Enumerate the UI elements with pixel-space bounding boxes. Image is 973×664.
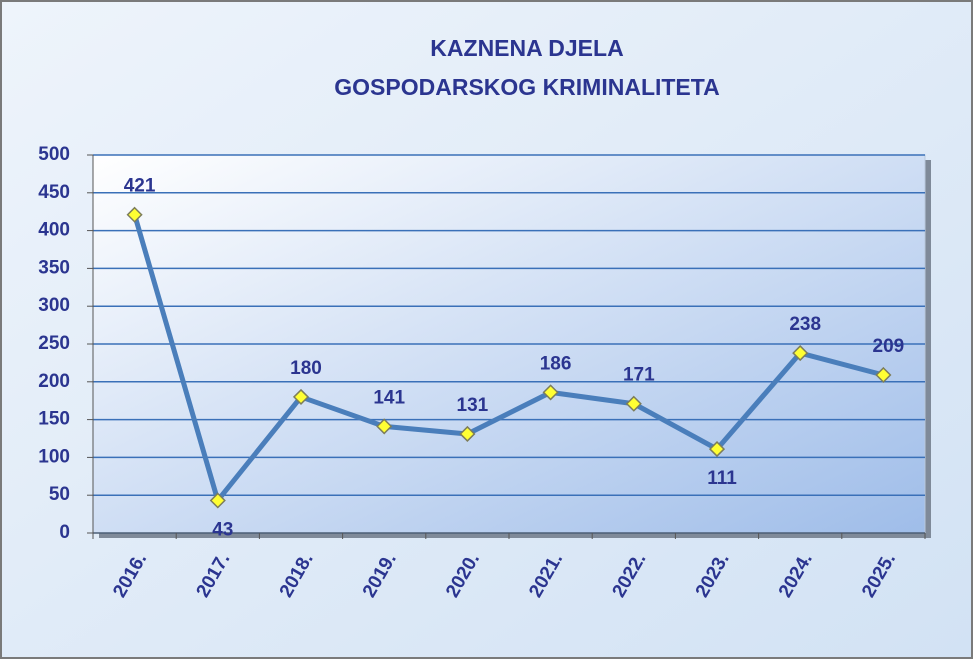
marker (542, 384, 559, 401)
line (132, 214, 885, 503)
marker (126, 206, 143, 223)
y-tick-label: 300 (38, 295, 70, 316)
data-label: 238 (789, 314, 821, 335)
y-tick-label: 400 (38, 220, 70, 241)
marker (209, 492, 226, 509)
marker (875, 366, 892, 384)
y-tick-label: 150 (38, 409, 70, 430)
data-label: 171 (623, 365, 655, 386)
chart-title: GOSPODARSKOG KRIMINALITETA (334, 74, 719, 100)
y-tick-label: 350 (38, 257, 70, 278)
marker (292, 388, 310, 405)
data-label: 43 (212, 520, 233, 541)
y-tick-label: 450 (38, 182, 70, 203)
marker (459, 425, 476, 443)
data-label: 186 (540, 353, 572, 374)
data-label: 180 (290, 358, 322, 379)
marker (708, 441, 726, 458)
marker (792, 345, 809, 362)
y-tick-label: 100 (38, 446, 70, 467)
marker (376, 418, 393, 435)
y-tick-label: 250 (38, 333, 70, 354)
marker (625, 395, 642, 412)
data-label: 421 (124, 176, 156, 197)
data-label: 131 (457, 395, 489, 416)
data-label: 209 (873, 336, 905, 357)
chart-title: KAZNENA DJELA (430, 35, 623, 61)
data-label: 111 (707, 468, 737, 489)
y-tick-label: 0 (59, 522, 70, 543)
data-label: 141 (373, 387, 405, 408)
y-tick-label: 50 (49, 484, 70, 505)
y-tick-label: 200 (38, 371, 70, 392)
y-tick-label: 500 (38, 144, 70, 165)
